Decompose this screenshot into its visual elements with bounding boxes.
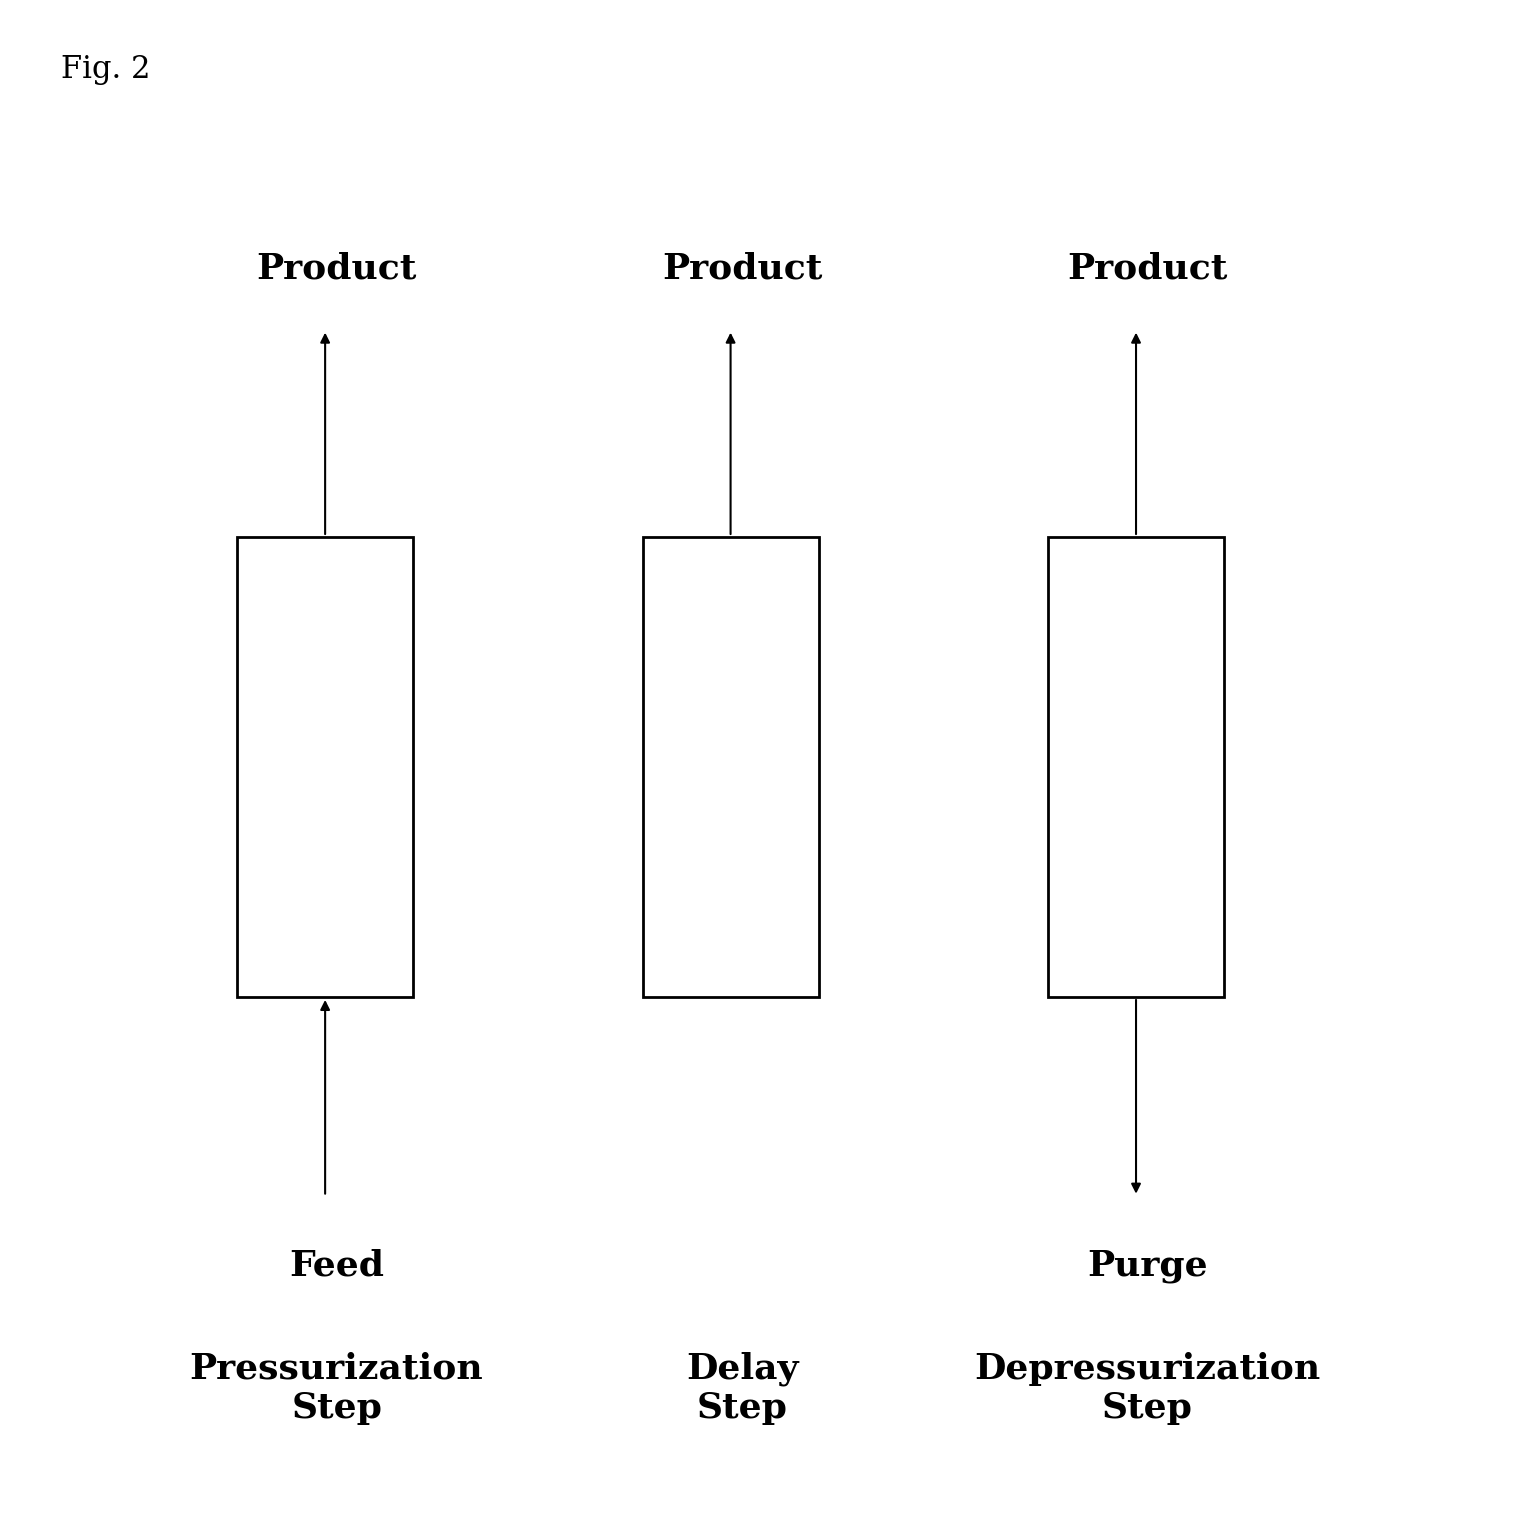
Text: Delay
Step: Delay Step xyxy=(685,1351,799,1425)
Bar xyxy=(1048,537,1224,997)
Bar xyxy=(237,537,413,997)
Text: Product: Product xyxy=(1068,252,1227,285)
Text: Fig. 2: Fig. 2 xyxy=(61,54,150,84)
Bar xyxy=(643,537,819,997)
Text: Pressurization
Step: Pressurization Step xyxy=(190,1351,483,1425)
Text: Feed: Feed xyxy=(289,1249,384,1282)
Text: Product: Product xyxy=(662,252,822,285)
Text: Purge: Purge xyxy=(1088,1249,1207,1282)
Text: Depressurization
Step: Depressurization Step xyxy=(975,1351,1320,1425)
Text: Product: Product xyxy=(257,252,416,285)
